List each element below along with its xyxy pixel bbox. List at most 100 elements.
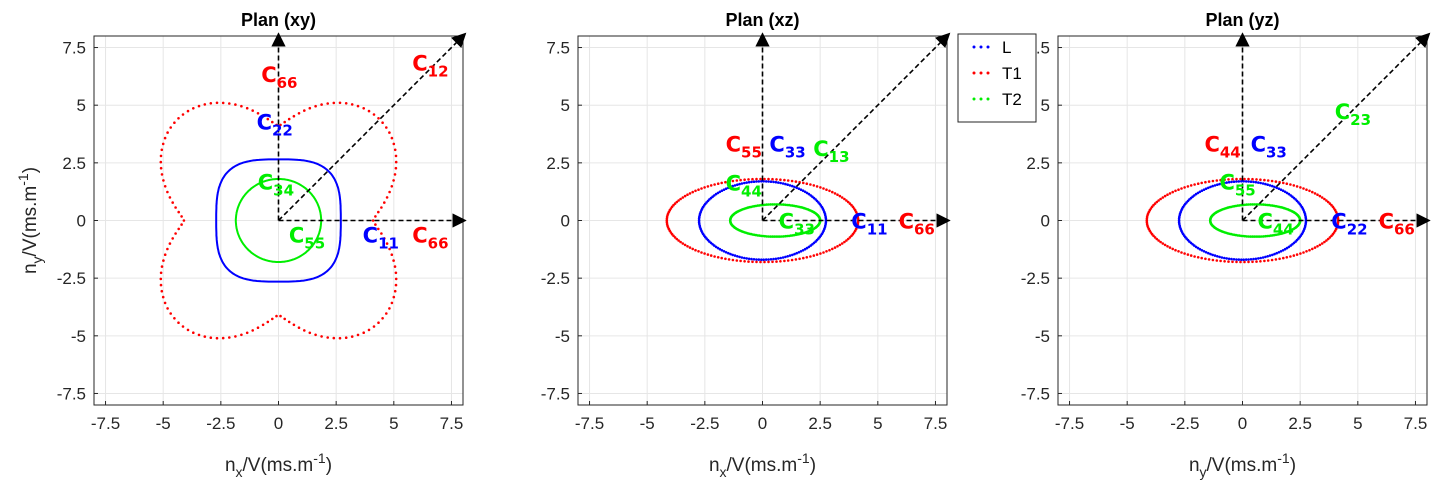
series-point xyxy=(1180,187,1183,190)
series-point xyxy=(1207,186,1210,190)
series-point xyxy=(790,258,794,262)
series-point xyxy=(688,246,692,249)
y-tick-label: 7.5 xyxy=(62,39,86,58)
series-point xyxy=(1155,237,1159,241)
series-point xyxy=(729,252,732,256)
series-point xyxy=(764,180,768,183)
series-curve xyxy=(215,158,342,283)
series-point xyxy=(743,256,746,260)
series-point xyxy=(848,236,852,239)
series-point xyxy=(1157,199,1160,202)
series-point xyxy=(767,235,770,238)
series-point xyxy=(1198,190,1202,194)
series-point xyxy=(320,335,323,338)
series-point xyxy=(1235,177,1238,181)
series-point xyxy=(740,256,744,259)
series-point xyxy=(1323,197,1326,201)
series-point xyxy=(802,181,805,185)
series-point xyxy=(350,335,354,338)
series-point xyxy=(1200,256,1203,260)
series-point xyxy=(177,210,180,214)
series-point xyxy=(694,248,697,252)
series-point xyxy=(180,215,183,218)
series-point xyxy=(1268,184,1272,187)
x-tick-label: -2.5 xyxy=(206,414,235,433)
series-point xyxy=(163,253,167,256)
series-L xyxy=(1177,180,1308,262)
y-tick-label: 7.5 xyxy=(546,39,570,58)
series-point xyxy=(1227,257,1231,261)
series-point xyxy=(720,256,723,260)
series-point xyxy=(303,109,306,112)
series-point xyxy=(1326,237,1330,241)
series-point xyxy=(784,255,787,259)
series-point xyxy=(1174,248,1177,252)
series-point xyxy=(1243,177,1246,181)
series-point xyxy=(381,121,384,124)
series-point xyxy=(779,178,782,181)
series-point xyxy=(679,197,682,201)
series-point xyxy=(1157,239,1160,242)
y-tick-label: -2.5 xyxy=(541,269,570,288)
series-point xyxy=(1219,178,1222,182)
series-point xyxy=(822,251,825,254)
stiffness-label: C11 xyxy=(363,223,399,252)
series-point xyxy=(1273,252,1276,256)
panel-2: -7.5 -7.5 -5 -5 -2.5 -2.5 0 0 2.5 2.5 5 5 7.5 7.5 Plan… xyxy=(541,10,951,480)
series-point xyxy=(377,321,380,325)
series-point xyxy=(163,136,167,140)
series-point xyxy=(738,182,741,186)
series-point xyxy=(177,321,180,325)
series-point xyxy=(1320,196,1324,199)
series-point xyxy=(735,179,739,182)
series-point xyxy=(1193,255,1196,258)
series-point xyxy=(759,260,762,264)
series-point xyxy=(763,234,767,238)
series-point xyxy=(1198,247,1202,251)
series-point xyxy=(245,106,249,110)
series-point xyxy=(738,255,741,259)
series-point xyxy=(778,235,782,238)
series-point xyxy=(1232,258,1236,261)
series-T2 xyxy=(728,203,822,238)
x-tick-label: -7.5 xyxy=(575,414,604,433)
series-point xyxy=(1302,187,1305,190)
series-point xyxy=(1266,259,1270,262)
series-point xyxy=(838,243,842,247)
series-point xyxy=(777,181,780,184)
series-point xyxy=(1292,184,1296,187)
series-point xyxy=(745,181,748,184)
series-point xyxy=(1223,260,1226,263)
series-point xyxy=(1295,253,1299,256)
series-point xyxy=(303,329,306,332)
series-point xyxy=(675,200,679,204)
legend-marker xyxy=(986,45,990,49)
series-point xyxy=(784,203,787,207)
series-point xyxy=(838,194,842,198)
series-point xyxy=(700,251,703,254)
series-point xyxy=(159,160,163,164)
series-point xyxy=(805,246,809,250)
series-point xyxy=(1318,194,1322,198)
series-point xyxy=(843,197,846,201)
series-point xyxy=(850,203,853,207)
series-point xyxy=(1207,180,1211,183)
series-point xyxy=(769,203,772,206)
series-point xyxy=(271,317,274,321)
series-point xyxy=(388,190,391,194)
series-point xyxy=(1202,188,1206,191)
series-point xyxy=(763,177,766,181)
series-point xyxy=(775,260,778,263)
series-point xyxy=(762,180,765,183)
series-point xyxy=(1275,186,1278,190)
series-point xyxy=(332,101,336,105)
series-point xyxy=(736,183,739,186)
series-point xyxy=(1308,189,1311,193)
series-point xyxy=(392,295,396,299)
series-point xyxy=(1281,189,1285,192)
series-point xyxy=(709,254,713,257)
panels: -7.5 -7.5 -5 -5 -2.5 -2.5 0 0 2.5 2.5 5 5 7.5 7.5 Plan… xyxy=(15,10,1431,480)
series-point xyxy=(385,242,389,245)
series-point xyxy=(1277,187,1281,190)
series-point xyxy=(159,271,163,275)
